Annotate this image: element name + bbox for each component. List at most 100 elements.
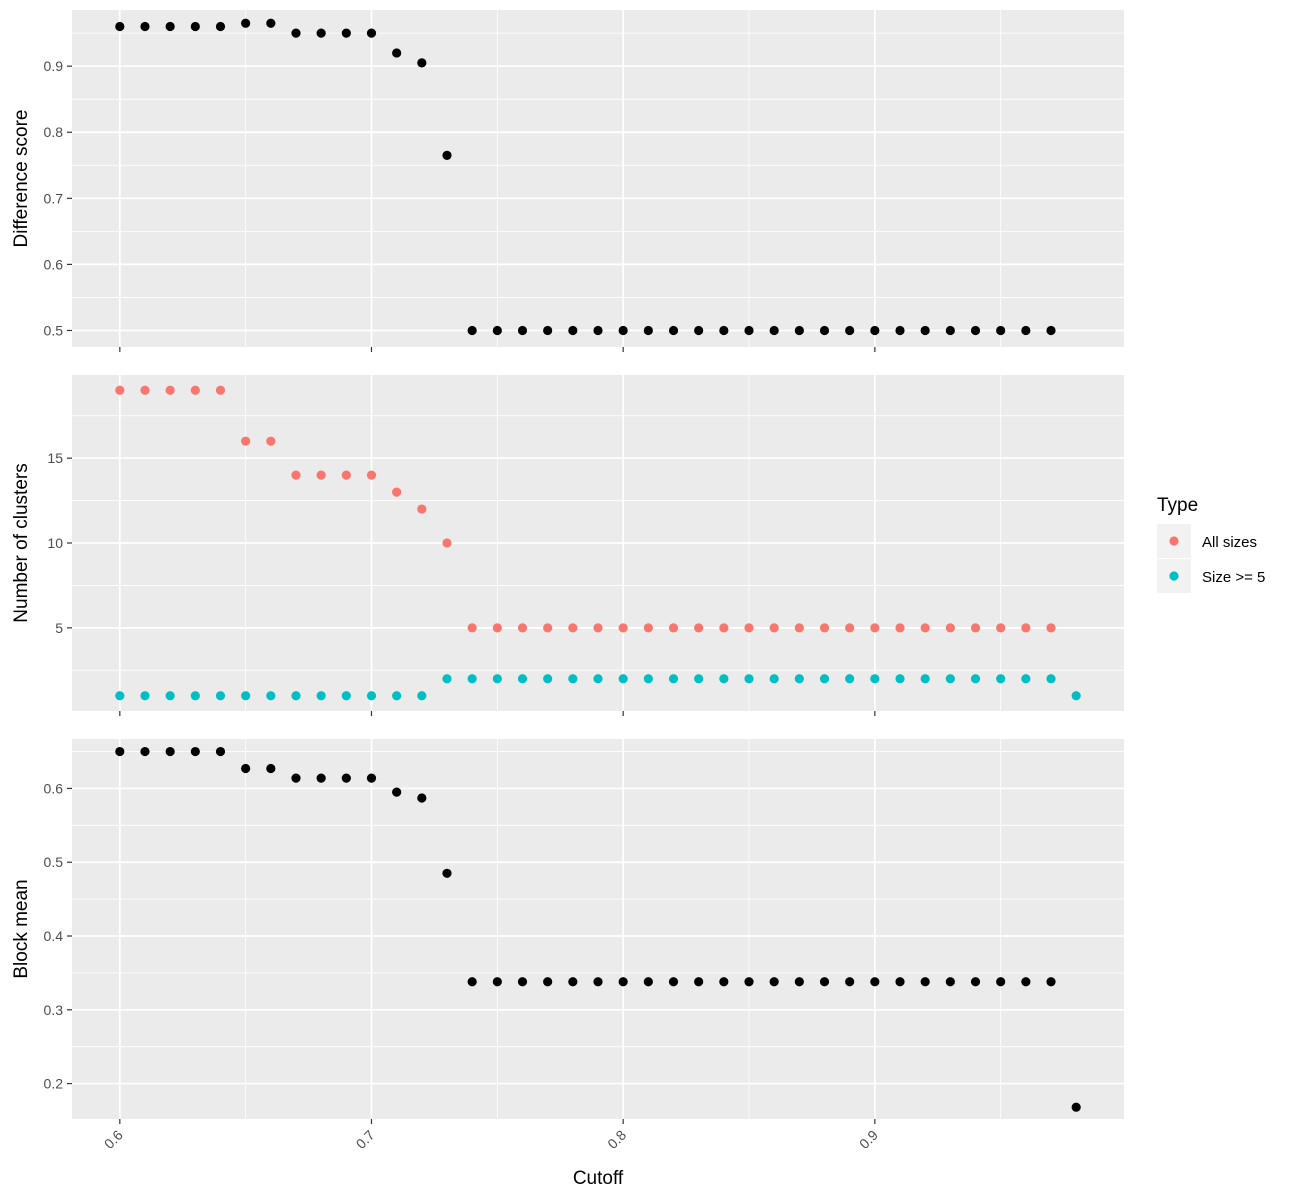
data-point — [492, 674, 502, 684]
data-point — [266, 436, 276, 446]
data-point — [996, 325, 1006, 336]
legend-label: Size >= 5 — [1202, 569, 1265, 586]
data-point — [970, 674, 981, 684]
data-point — [1046, 674, 1056, 684]
data-point — [794, 674, 804, 684]
data-point — [618, 623, 628, 633]
data-point — [165, 385, 175, 395]
data-point — [845, 674, 855, 684]
data-point — [115, 746, 125, 757]
data-point — [291, 28, 301, 38]
data-point — [870, 325, 880, 336]
data-point — [543, 674, 553, 684]
data-point — [341, 773, 351, 783]
x-tick-label: 0.6 — [101, 1127, 126, 1152]
data-point — [241, 763, 251, 774]
data-point — [643, 623, 653, 633]
data-point — [291, 691, 301, 701]
data-point — [845, 977, 855, 987]
data-point — [996, 623, 1006, 633]
data-point — [618, 977, 628, 987]
data-point — [769, 325, 779, 336]
data-point — [769, 674, 779, 684]
data-point — [719, 623, 729, 633]
data-point — [492, 325, 502, 336]
data-point — [744, 325, 754, 336]
data-point — [593, 674, 603, 684]
data-point — [694, 977, 704, 987]
data-point — [920, 325, 930, 336]
data-point — [467, 325, 477, 336]
y-tick-label: 10 — [47, 535, 63, 551]
data-point — [945, 325, 955, 336]
data-point — [1046, 977, 1056, 987]
data-point — [517, 623, 528, 633]
y-tick-label: 0.4 — [44, 928, 64, 944]
data-point — [215, 385, 226, 395]
data-point — [845, 623, 855, 633]
data-point — [442, 674, 452, 684]
data-point — [819, 674, 830, 684]
y-tick-label: 0.5 — [44, 854, 64, 870]
data-point — [241, 691, 251, 701]
data-point — [467, 977, 477, 987]
data-point — [1071, 1102, 1081, 1112]
data-point — [215, 21, 226, 32]
data-point — [970, 977, 981, 987]
y-tick-label: 0.8 — [44, 124, 64, 140]
data-point — [165, 691, 175, 701]
data-point — [266, 763, 276, 774]
data-point — [970, 623, 981, 633]
data-point — [215, 746, 226, 757]
y-tick-label: 0.6 — [44, 256, 64, 272]
data-point — [618, 674, 628, 684]
data-point — [165, 21, 175, 32]
data-point — [845, 325, 855, 336]
data-point — [744, 674, 754, 684]
y-tick-label: 0.3 — [44, 1002, 64, 1018]
data-point — [165, 746, 175, 757]
data-point — [668, 674, 679, 684]
data-point — [1021, 325, 1031, 336]
data-point — [190, 691, 200, 701]
data-point — [643, 674, 653, 684]
legend-title: Type — [1157, 495, 1198, 516]
data-point — [392, 487, 402, 497]
data-point — [366, 773, 377, 783]
data-point — [568, 674, 578, 684]
panel-background — [72, 10, 1124, 347]
data-point — [945, 977, 955, 987]
x-tick-label: 0.7 — [353, 1127, 378, 1152]
data-point — [769, 623, 779, 633]
data-point — [643, 325, 653, 336]
data-point — [794, 977, 804, 987]
data-point — [970, 325, 981, 336]
legend-swatch — [1169, 536, 1179, 546]
data-point — [794, 325, 804, 336]
y-tick-label: 0.2 — [44, 1076, 64, 1092]
x-tick-label: 0.8 — [604, 1127, 629, 1152]
y-tick-label: 5 — [55, 620, 63, 636]
data-point — [920, 977, 930, 987]
y-tick-label: 15 — [47, 450, 63, 466]
data-point — [442, 868, 452, 878]
data-point — [870, 623, 880, 633]
legend-swatch — [1169, 571, 1179, 581]
data-point — [1071, 691, 1081, 701]
data-point — [744, 623, 754, 633]
data-point — [215, 691, 226, 701]
series-1 — [115, 18, 1056, 336]
data-point — [492, 623, 502, 633]
data-point — [316, 470, 326, 480]
data-point — [140, 21, 150, 32]
data-point — [341, 28, 351, 38]
data-point — [316, 28, 326, 38]
data-point — [920, 674, 930, 684]
y-tick-label: 0.9 — [44, 58, 64, 74]
data-point — [996, 674, 1006, 684]
data-point — [366, 470, 377, 480]
data-point — [442, 538, 452, 548]
data-point — [517, 674, 528, 684]
data-point — [819, 977, 830, 987]
data-point — [719, 325, 729, 336]
